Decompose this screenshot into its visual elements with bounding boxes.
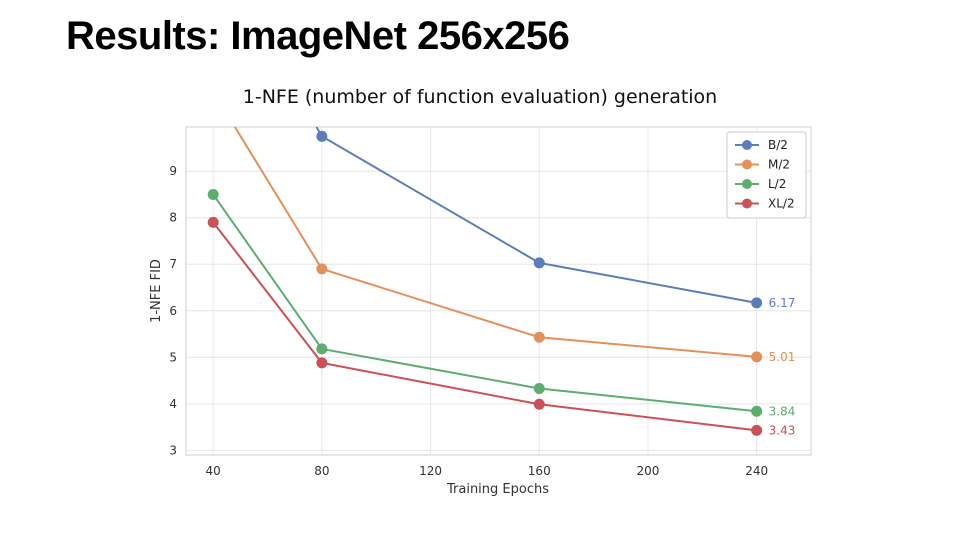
x-tick-label: 120: [419, 464, 442, 478]
legend-label: XL/2: [768, 197, 795, 211]
legend-item: M/2: [735, 158, 790, 172]
y-tick-label: 5: [169, 350, 177, 364]
data-point: [751, 297, 763, 309]
data-point: [533, 382, 545, 394]
series-xl-2: 3.43: [207, 216, 796, 437]
data-point: [751, 424, 763, 436]
series-l-2: 3.84: [207, 188, 796, 418]
y-tick-label: 9: [169, 164, 177, 178]
legend-swatch-marker: [742, 198, 752, 209]
data-label: 3.84: [769, 404, 796, 418]
legend-swatch-marker: [742, 159, 752, 170]
series-line: [212, 193, 757, 413]
y-tick-label: 4: [169, 397, 177, 411]
data-point: [207, 216, 219, 228]
data-point: [533, 331, 545, 343]
data-label: 6.17: [769, 296, 796, 310]
data-point: [316, 357, 328, 369]
legend-item: XL/2: [735, 197, 795, 211]
x-tick-label: 160: [528, 464, 551, 478]
x-axis-ticks: 40 80 120 160 200 240: [206, 464, 769, 478]
legend-box: [726, 131, 807, 219]
series-layer: 6.17 5.01 3.84 3.43: [207, 126, 796, 437]
legend: B/2 M/2 L/2 XL/2: [726, 131, 807, 219]
legend-swatch-marker: [742, 140, 752, 150]
x-tick-label: 240: [745, 464, 768, 478]
x-tick-label: 200: [637, 464, 660, 478]
grid: [186, 127, 811, 455]
y-axis-ticks: 3 4 5 6 7 8 9: [169, 164, 177, 457]
data-label: 3.43: [769, 423, 796, 437]
data-point: [751, 351, 763, 363]
data-point: [533, 257, 545, 269]
series-line: [234, 126, 757, 358]
data-point: [316, 263, 328, 275]
series-line: [212, 221, 757, 432]
y-axis-label: 1-NFE FID: [149, 259, 164, 323]
data-point: [751, 405, 763, 417]
data-point: [207, 188, 219, 200]
legend-label: B/2: [768, 138, 788, 152]
series-b-2: 6.17: [315, 126, 796, 310]
chart-title: 1-NFE (number of function evaluation) ge…: [242, 86, 718, 108]
data-label: 5.01: [769, 350, 796, 364]
legend-item: B/2: [735, 138, 788, 152]
y-tick-label: 8: [169, 211, 177, 225]
legend-swatch-marker: [742, 179, 752, 189]
y-tick-label: 3: [169, 443, 177, 457]
x-axis-label: Training Epochs: [446, 482, 549, 497]
y-tick-label: 6: [169, 304, 177, 318]
x-tick-label: 40: [206, 464, 221, 478]
legend-label: M/2: [768, 158, 790, 172]
legend-item: L/2: [735, 177, 786, 191]
legend-label: L/2: [768, 177, 786, 191]
slide-title: Results: ImageNet 256x256: [66, 14, 570, 58]
plot-area: [185, 126, 812, 456]
x-tick-label: 80: [314, 464, 329, 478]
y-tick-label: 7: [169, 257, 177, 271]
data-point: [316, 343, 328, 355]
series-m-2: 5.01: [234, 126, 796, 364]
data-point: [316, 130, 328, 142]
data-point: [533, 398, 545, 410]
